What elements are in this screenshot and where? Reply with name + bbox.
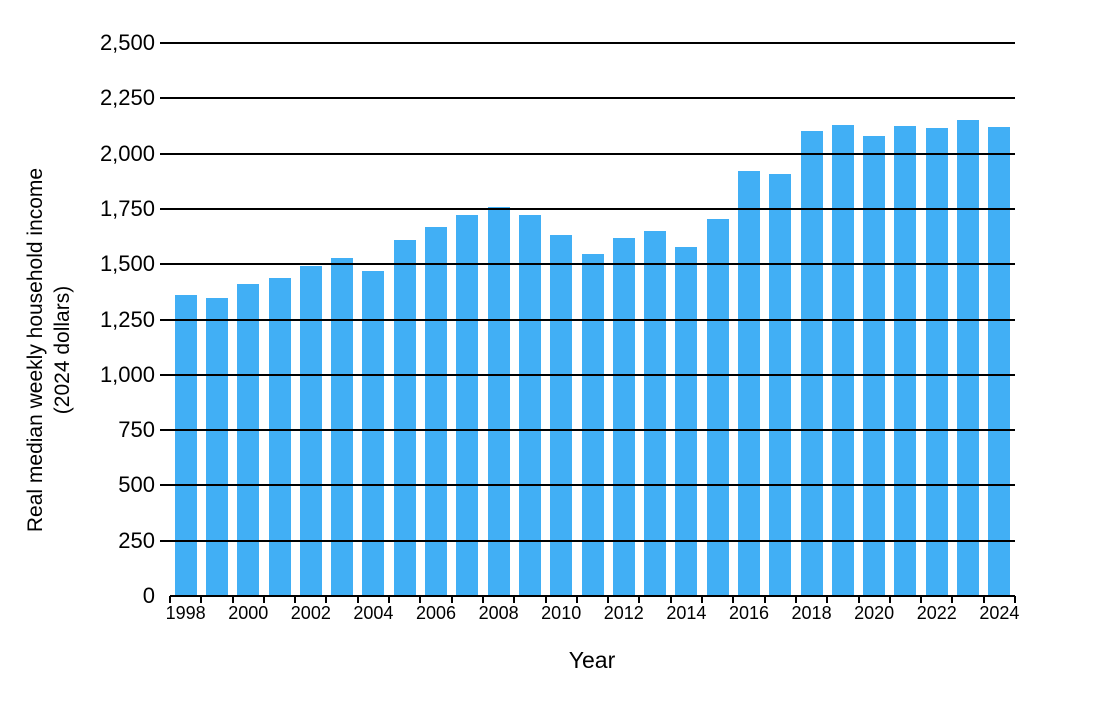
x-axis-line xyxy=(170,595,1015,597)
x-tick-label-2014: 2014 xyxy=(666,603,707,623)
x-axis-title: Year xyxy=(568,647,616,673)
x-tick-label-2018: 2018 xyxy=(791,603,832,623)
x-axis-tick xyxy=(419,596,422,603)
y-gridline-1750 xyxy=(160,207,1015,210)
bar-2000 xyxy=(237,283,260,596)
x-axis-tick xyxy=(794,596,797,603)
x-axis-tick xyxy=(325,596,328,603)
x-axis-tick xyxy=(200,596,203,603)
bar-2007 xyxy=(456,215,479,596)
x-tick-label-2000: 2000 xyxy=(228,603,269,623)
y-tick-label-1750: 1,750 xyxy=(99,195,155,221)
x-tick-label-2016: 2016 xyxy=(728,603,769,623)
y-gridline-250 xyxy=(160,539,1015,542)
x-tick-label-2010: 2010 xyxy=(541,603,582,623)
bar-2010 xyxy=(550,235,573,596)
x-axis-tick xyxy=(450,596,453,603)
x-tick-label-2024: 2024 xyxy=(979,603,1020,623)
x-axis-tick xyxy=(920,596,923,603)
bar-2008 xyxy=(487,207,510,596)
x-tick-label-2022: 2022 xyxy=(916,603,957,623)
x-axis-tick xyxy=(982,596,985,603)
bar-2022 xyxy=(925,127,948,596)
bar-2016 xyxy=(737,170,760,596)
y-tick-label-750: 750 xyxy=(118,417,155,443)
x-axis-tick xyxy=(481,596,484,603)
bar-2011 xyxy=(581,254,604,596)
plot-area xyxy=(160,42,1016,603)
bar-2014 xyxy=(675,246,698,596)
x-tick-label-2006: 2006 xyxy=(415,603,457,623)
y-tick-label-500: 500 xyxy=(118,472,155,498)
y-tick-label-1500: 1,500 xyxy=(99,251,155,277)
y-tick-label-1250: 1,250 xyxy=(99,306,155,332)
x-tick-label-2012: 2012 xyxy=(603,603,644,623)
x-axis-tick xyxy=(732,596,735,603)
y-tick-label-250: 250 xyxy=(118,527,155,553)
x-axis-tick xyxy=(951,596,954,603)
bar-1999 xyxy=(205,297,228,596)
x-axis-tick xyxy=(888,596,891,603)
bar-2013 xyxy=(644,231,667,596)
x-axis-tick xyxy=(763,596,766,603)
x-axis-tick xyxy=(701,596,704,603)
x-axis-tick xyxy=(575,596,578,603)
bar-2005 xyxy=(393,239,416,596)
y-gridline-2250 xyxy=(160,97,1015,100)
x-tick-label-2020: 2020 xyxy=(854,603,895,623)
x-axis-tick xyxy=(262,596,265,603)
bar-2023 xyxy=(957,120,980,596)
x-axis-tick xyxy=(294,596,297,603)
x-axis-tick xyxy=(669,596,672,603)
y-gridline-500 xyxy=(160,484,1015,487)
bar-2009 xyxy=(518,215,541,596)
x-axis-tick xyxy=(638,596,641,603)
x-tick-label-2008: 2008 xyxy=(478,603,519,623)
x-tick-label-2002: 2002 xyxy=(290,603,331,623)
x-axis-tick xyxy=(826,596,829,603)
bar-2020 xyxy=(863,136,886,596)
x-axis-tick xyxy=(356,596,359,603)
bar-2019 xyxy=(831,125,854,596)
x-axis-tick xyxy=(857,596,860,603)
y-gridline-750 xyxy=(160,429,1015,432)
bar-2003 xyxy=(331,258,354,596)
y-tick-label-2250: 2,250 xyxy=(99,85,155,111)
y-tick-label-2500: 2,500 xyxy=(99,30,155,55)
x-axis-tick xyxy=(169,596,171,603)
bar-2012 xyxy=(612,237,635,596)
y-gridline-1500 xyxy=(160,263,1015,266)
bar-2015 xyxy=(706,218,729,596)
y-gridline-1000 xyxy=(160,373,1015,376)
bar-2021 xyxy=(894,125,917,596)
y-tick-label-2000: 2,000 xyxy=(99,140,155,166)
bar-2017 xyxy=(769,174,792,596)
x-tick-label-1998: 1998 xyxy=(165,603,206,623)
bar-2001 xyxy=(268,278,291,596)
x-axis-tick xyxy=(544,596,547,603)
y-tick-label-0: 0 xyxy=(142,583,155,608)
x-axis-tick xyxy=(1014,596,1016,603)
y-gridline-2000 xyxy=(160,152,1015,155)
x-tick-label-2004: 2004 xyxy=(353,603,394,623)
bar-2024 xyxy=(988,126,1011,596)
y-gridline-2500 xyxy=(160,42,1015,44)
x-axis-tick xyxy=(388,596,391,603)
y-gridline-1250 xyxy=(160,318,1015,321)
y-tick-label-1000: 1,000 xyxy=(99,361,155,387)
bar-1998 xyxy=(174,294,197,596)
x-axis-tick xyxy=(231,596,234,603)
x-axis-tick xyxy=(607,596,610,603)
bar-2004 xyxy=(362,270,385,596)
x-axis-tick xyxy=(513,596,516,603)
bar-2018 xyxy=(800,131,823,596)
